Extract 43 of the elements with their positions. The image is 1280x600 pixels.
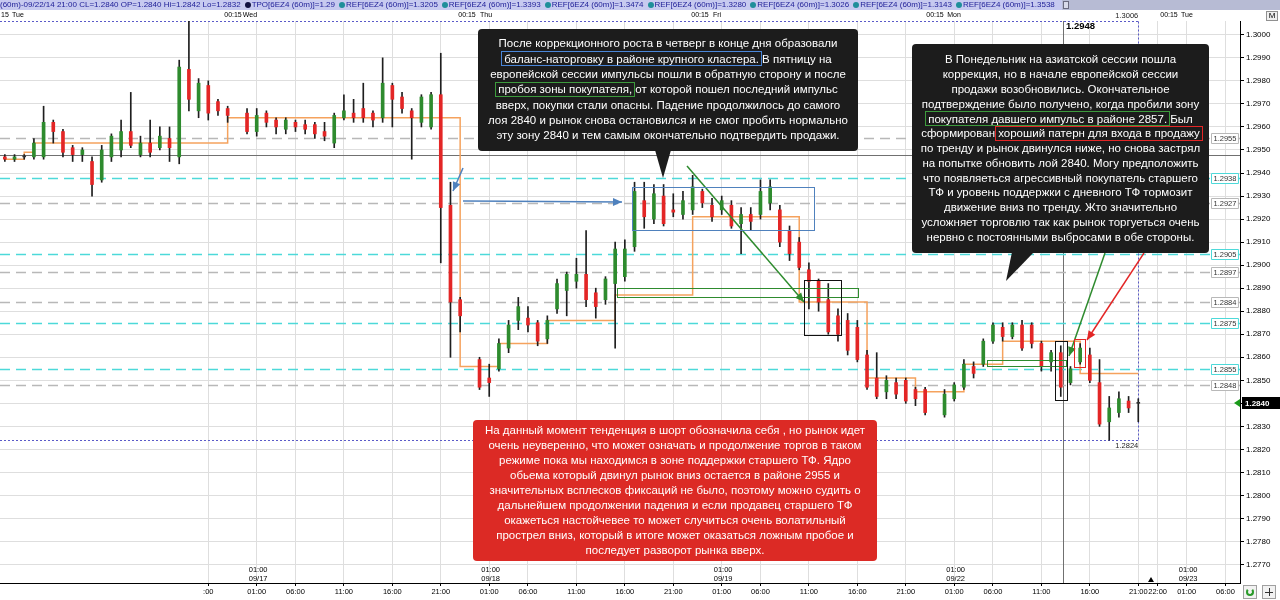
candlestick [361, 82, 366, 123]
y-tick-label: 1.2940 [1246, 168, 1272, 178]
text: REF[6EZ4 (60m)]=1.3393 [448, 0, 541, 9]
y-tick-label: 1.2820 [1246, 444, 1272, 454]
text: В Понедельник на азиатской сессии пошла коррекция, но в начале европейской сессии продажи возобновились. Окончательное подтверждение было получено, когда пробили зону покупателя давшего импульс в районе 2857. Был сформирован хороший патерн для входа в продажу по тренду и рынок двинулся ниже, но снова застрял на попытке обновить лой 2840. Могу предположить что появляеться агрессивный покупатель старшего ТФ и уровень поддержки с дневного ТФ тормозит движение вниз по тренду. Жто значительно усложняет торговлю так как рынок торгуеться очень нервно с постоянными выбросами в обе стороны. [920, 53, 1201, 243]
y-tick-label: 1.2900 [1246, 260, 1272, 270]
y-tick-label: 1.2830 [1246, 421, 1272, 431]
y-tick-label: 1.2850 [1246, 375, 1272, 385]
y-tick-label: 1.2780 [1246, 536, 1272, 546]
text: REF[6EZ4 (60m)]=1.3205 [346, 0, 438, 9]
m-button: M [1266, 11, 1278, 21]
candlestick [671, 193, 676, 218]
y-tick-label: 1.2960 [1246, 122, 1272, 132]
text: REF[6EZ4 (60m)]=1.3280 [654, 0, 747, 9]
y-tick-label: 1.2980 [1246, 76, 1272, 86]
y-tick-label: 1.2920 [1246, 214, 1272, 224]
candlestick [487, 363, 492, 397]
text: REF[6EZ4 (60m)]=1.3474 [551, 0, 644, 9]
text: REF[6EZ4 (60m)]=1.3026 [757, 0, 850, 9]
text: TPO[6EZ4 (60m)]=1.29 [251, 0, 336, 9]
y-tick-label: 1.2950 [1246, 145, 1272, 155]
annotation: После коррекционного роста в четверг в конце дня образовали баланс-наторговку в районе крупного кластера. В пятницу на европейской сессии импульсы пошли в обратную сторону и после пробоя зоны покупателя, от которой пошел последний импульс вверх, покупки стали опасны. Падение продолжилось до самого лоя 2840 и рынок снова остановился и не смог пробить нормально эту зону 2840 и тем самым окончательно подтвердить продажи. [487, 36, 849, 144]
candlestick [409, 108, 414, 160]
candlestick [1136, 398, 1141, 423]
text: 1.2840 [1245, 399, 1271, 409]
y-tick-label: 1.2800 [1246, 490, 1272, 500]
y-tick-label: 1.2860 [1246, 352, 1272, 362]
text: На данный момент тенденция в шорт обозначила себя , но рынок идет очень неуверенно, что может означать и продолжение торгов в таком режиме пока мы находимся в зоне поддержки старшего ТФ. Ядро обьема который двинул рынок вниз остается в районе 2955 и значительных всплесков фиксаций не было, поэтому можно судить о дальнейшем продолжении падения и если продавец старшего ТФ окажеться настойчевее то может случиться очень волатильный прострел вниз, который в итоге может оказаться ложным пробое и последует разворот рынка вверх. [484, 424, 866, 556]
y-tick-label: 1.2970 [1246, 99, 1272, 109]
y-tick-label: 1.2890 [1246, 283, 1272, 293]
text: REF[6EZ4 (60m)]=1.3538 [962, 0, 1055, 9]
y-tick-label: 1.2930 [1246, 191, 1272, 201]
y-tick-label: 1.2810 [1246, 467, 1272, 477]
y-tick-label: 1.2990 [1246, 53, 1272, 63]
legend-label: 1.2948 [1066, 20, 1096, 32]
y-tick-label: 1.2770 [1246, 559, 1272, 569]
y-tick-label: 1.2870 [1246, 329, 1272, 339]
y-tick-label: 1.2910 [1246, 237, 1272, 247]
y-tick-label: 1.3000 [1246, 30, 1272, 40]
y-tick-label: 1.2790 [1246, 513, 1272, 523]
text: (60m)-09/22/14 21:00 CL=1.2840 OP=1.2840 Hi=1.2842 Lo=1.2832 [0, 0, 241, 9]
text: REF[6EZ4 (60m)]=1.3143 [860, 0, 952, 9]
y-tick-label: 1.2880 [1246, 306, 1272, 316]
